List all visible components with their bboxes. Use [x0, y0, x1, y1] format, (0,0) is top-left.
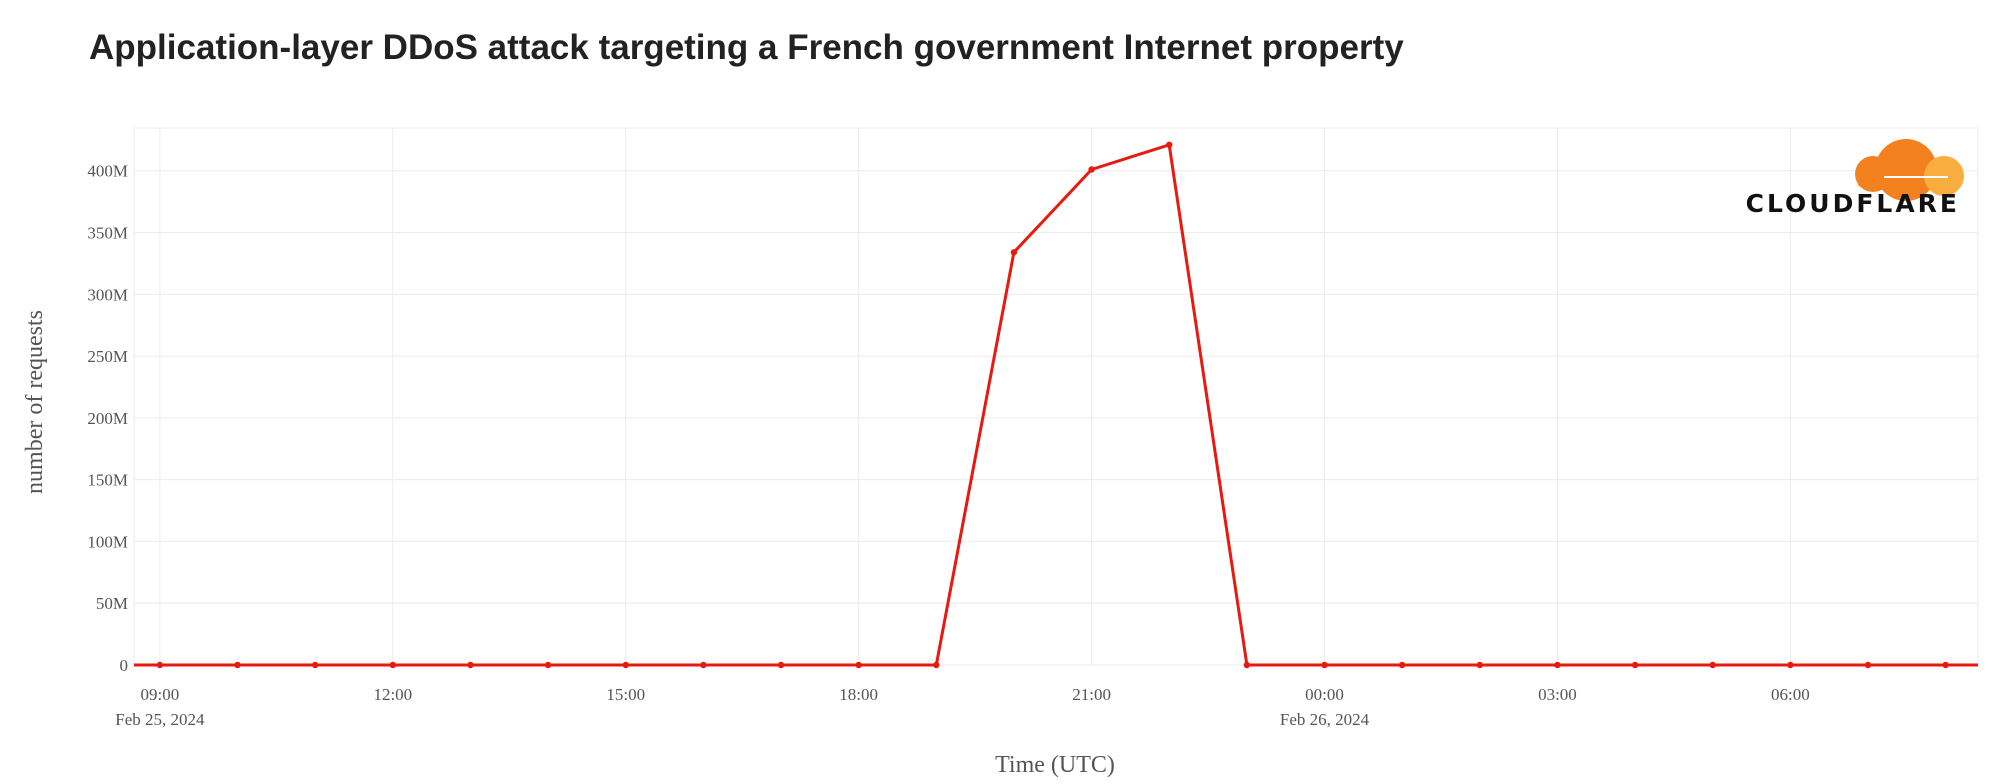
- x-tick-label: 18:00: [839, 685, 878, 704]
- y-tick-label: 200M: [87, 409, 128, 428]
- chart-title: Application-layer DDoS attack targeting …: [89, 28, 1404, 67]
- data-point: [777, 661, 785, 669]
- x-tick-date-label: Feb 26, 2024: [1280, 710, 1370, 729]
- data-point: [1010, 249, 1018, 256]
- y-tick-label: 400M: [87, 162, 128, 181]
- data-point: [855, 661, 862, 669]
- x-tick-date-label: Feb 25, 2024: [115, 710, 205, 729]
- y-tick-label: 350M: [87, 224, 128, 243]
- x-tick-label: 03:00: [1538, 685, 1577, 704]
- data-point: [467, 661, 474, 669]
- data-points: [156, 141, 1949, 669]
- y-tick-label: 0: [120, 656, 129, 675]
- data-point: [234, 661, 241, 669]
- data-point: [1942, 661, 1949, 669]
- data-point: [622, 661, 629, 669]
- x-tick-label: 09:00: [141, 685, 180, 704]
- data-point: [1554, 661, 1561, 669]
- data-point: [1088, 166, 1095, 173]
- x-tick-label: 12:00: [373, 685, 412, 704]
- x-tick-label: 15:00: [606, 685, 645, 704]
- data-point: [1787, 661, 1794, 669]
- x-axis-title: Time (UTC): [995, 752, 1115, 778]
- data-point: [1166, 141, 1173, 148]
- data-point: [311, 661, 319, 669]
- data-point: [389, 661, 397, 669]
- cloud-icon: [1855, 139, 1964, 201]
- data-point: [1321, 661, 1328, 669]
- y-axis-title: number of requests: [22, 310, 48, 494]
- y-tick-label: 150M: [87, 471, 128, 490]
- data-point: [156, 661, 164, 669]
- y-tick-label: 250M: [87, 347, 128, 366]
- data-point: [933, 661, 940, 669]
- data-point: [1476, 661, 1483, 669]
- brand-name: CLOUDFLARE: [1746, 189, 1960, 218]
- y-axis-ticks: 0 50M 100M 150M 200M 250M 300M 350M 400M: [87, 162, 128, 675]
- data-point: [1631, 661, 1639, 669]
- data-point: [1864, 661, 1872, 669]
- x-tick-label: 06:00: [1771, 685, 1810, 704]
- cloudflare-logo: CLOUDFLARE: [1746, 139, 1964, 218]
- data-point: [1398, 661, 1406, 669]
- x-axis-ticks: 09:00 Feb 25, 2024 12:00 15:00 18:00 21:00 00:…: [115, 685, 1809, 729]
- data-point: [700, 661, 707, 669]
- data-point: [544, 661, 552, 669]
- series-line: [134, 142, 1978, 667]
- y-tick-label: 100M: [87, 532, 128, 551]
- y-tick-label: 300M: [87, 285, 128, 304]
- x-tick-label: 00:00: [1305, 685, 1344, 704]
- y-tick-label: 50M: [96, 594, 128, 613]
- x-tick-label: 21:00: [1072, 685, 1111, 704]
- data-point: [1709, 661, 1716, 669]
- data-point: [1243, 661, 1251, 669]
